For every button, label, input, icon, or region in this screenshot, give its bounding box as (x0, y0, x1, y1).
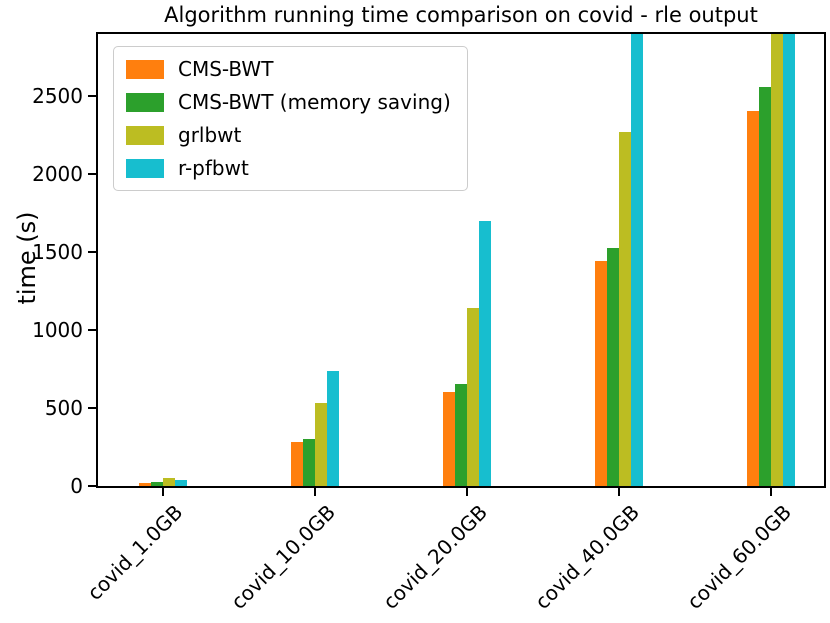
chart-title: Algorithm running time comparison on cov… (164, 3, 758, 27)
y-tick-mark (88, 485, 96, 487)
y-tick-label: 1000 (32, 318, 83, 343)
legend-item: CMS-BWT (126, 57, 451, 81)
legend-item: r-pfbwt (126, 156, 451, 180)
bar-cms-bwt-memory-saving--covid_40.0GB (607, 247, 620, 486)
legend-label: CMS-BWT (memory saving) (178, 90, 451, 114)
x-tick-mark (161, 488, 164, 496)
x-tick-label-covid_10.0GB: covid_10.0GB (225, 500, 340, 614)
y-tick-label: 500 (44, 396, 83, 421)
bar-cms-bwt-covid_20.0GB (443, 391, 455, 486)
legend-swatch-icon (126, 158, 164, 178)
legend-swatch-icon (126, 92, 164, 112)
legend-item: grlbwt (126, 123, 451, 147)
bar-grlbwt-covid_40.0GB (619, 132, 632, 486)
legend-item: CMS-BWT (memory saving) (126, 90, 451, 114)
y-tick-mark (88, 173, 96, 176)
bar-cms-bwt-memory-saving--covid_10.0GB (302, 439, 315, 486)
bar-grlbwt-covid_10.0GB (314, 402, 327, 486)
bar-cms-bwt-memory-saving--covid_60.0GB (759, 87, 772, 486)
x-tick-mark (618, 488, 621, 496)
y-tick-label: 2500 (32, 84, 83, 109)
y-tick-label: 0 (70, 474, 83, 498)
bar-cms-bwt-covid_40.0GB (595, 260, 608, 486)
bar-grlbwt-covid_60.0GB (771, 34, 784, 486)
bar-r-pfbwt-covid_1.0GB (174, 480, 187, 486)
x-tick-label-covid_60.0GB: covid_60.0GB (682, 500, 797, 614)
legend-label: CMS-BWT (178, 57, 274, 81)
x-tick-label-covid_1.0GB: covid_1.0GB (82, 500, 188, 605)
y-tick-mark (88, 407, 96, 410)
bar-r-pfbwt-covid_10.0GB (326, 370, 339, 486)
y-tick-label: 2000 (32, 162, 83, 187)
bar-r-pfbwt-covid_40.0GB (631, 34, 644, 486)
bar-cms-bwt-covid_1.0GB (138, 482, 151, 486)
bars-layer (98, 34, 824, 486)
plot-area: CMS-BWT CMS-BWT (memory saving) grlbwt r-pf… (96, 32, 826, 488)
bar-r-pfbwt-covid_60.0GB (783, 34, 796, 486)
bar-cms-bwt-covid_10.0GB (290, 441, 303, 486)
y-tick-mark (88, 95, 96, 98)
y-tick-label: 1500 (32, 240, 83, 265)
y-tick-mark (88, 251, 96, 254)
x-tick-mark (466, 488, 468, 496)
bar-cms-bwt-covid_60.0GB (747, 111, 760, 486)
legend-swatch-icon (126, 125, 164, 145)
y-tick-mark (88, 329, 96, 332)
legend-swatch-icon (126, 59, 164, 79)
x-tick-label-covid_20.0GB: covid_20.0GB (378, 500, 492, 614)
legend-label: r-pfbwt (178, 156, 249, 180)
bar-grlbwt-covid_20.0GB (467, 307, 479, 486)
bar-cms-bwt-memory-saving--covid_20.0GB (455, 383, 467, 486)
x-tick-mark (770, 488, 773, 496)
bar-cms-bwt-memory-saving--covid_1.0GB (150, 482, 163, 486)
bar-r-pfbwt-covid_20.0GB (479, 221, 491, 486)
x-tick-mark (313, 488, 316, 496)
x-tick-label-covid_40.0GB: covid_40.0GB (530, 500, 645, 614)
legend-label: grlbwt (178, 123, 242, 147)
bar-grlbwt-covid_1.0GB (162, 477, 175, 486)
legend: CMS-BWT CMS-BWT (memory saving) grlbwt r-pf… (113, 46, 468, 191)
